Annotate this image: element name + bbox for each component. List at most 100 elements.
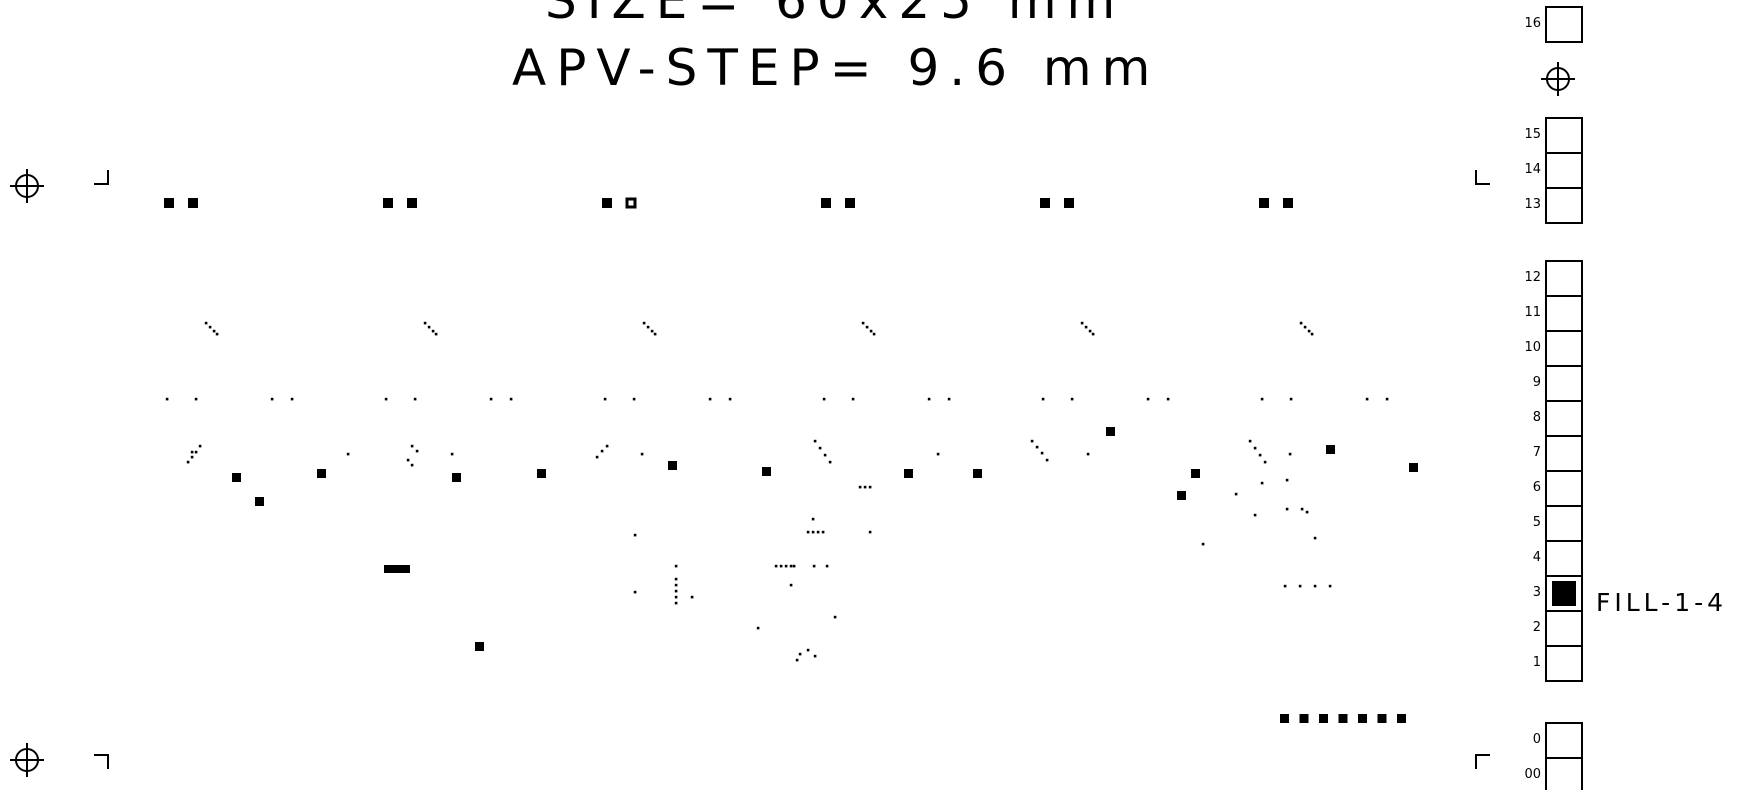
- bond-pad: [1358, 714, 1367, 723]
- test-pattern-area: [164, 197, 1418, 723]
- via-dot: [861, 321, 865, 325]
- test-pad: [475, 642, 484, 651]
- alignment-pad: [164, 198, 174, 208]
- via-dot: [642, 321, 646, 325]
- test-pad: [904, 469, 913, 478]
- via-dot: [1385, 397, 1389, 401]
- ladder-level-label: 1: [1533, 655, 1541, 670]
- ladder-cell: 11: [1524, 295, 1583, 332]
- via-dot: [784, 564, 788, 568]
- via-dot: [1088, 329, 1092, 333]
- bond-pad: [1280, 714, 1289, 723]
- via-dot: [947, 397, 951, 401]
- ladder-cell: 15: [1524, 117, 1583, 154]
- via-dot: [822, 397, 826, 401]
- via-dot: [1289, 397, 1293, 401]
- via-dot: [806, 648, 810, 652]
- bond-pad: [1377, 714, 1387, 723]
- ladder-level-label: 11: [1524, 305, 1541, 320]
- via-dot: [1263, 460, 1267, 464]
- via-dot: [779, 564, 783, 568]
- ladder-cell: 0: [1533, 722, 1583, 759]
- bond-pad: [1319, 714, 1328, 723]
- via-dot: [708, 397, 712, 401]
- ladder-cell: 12: [1524, 260, 1583, 297]
- ladder-level-label: 9: [1533, 375, 1541, 390]
- test-pad: [537, 469, 546, 478]
- ladder-level-label: 15: [1524, 127, 1541, 142]
- test-pad: [1191, 469, 1200, 478]
- via-dot: [728, 397, 732, 401]
- ladder-level-label: 6: [1533, 480, 1541, 495]
- via-dot: [1086, 452, 1090, 456]
- via-dot: [1040, 451, 1044, 455]
- via-dot: [450, 452, 454, 456]
- via-dot: [865, 325, 869, 329]
- via-dot: [818, 446, 822, 450]
- corner-mark-bottom-left: [94, 754, 109, 769]
- via-dot: [194, 397, 198, 401]
- via-dot: [798, 652, 802, 656]
- alignment-pad: [821, 198, 831, 208]
- test-pad: [1106, 427, 1115, 436]
- via-dot: [1328, 584, 1332, 588]
- ladder-cell: 10: [1524, 330, 1583, 367]
- via-dot: [674, 583, 678, 587]
- via-dot: [690, 595, 694, 599]
- apv-step-title: APV-STEP= 9.6 mm: [512, 39, 1160, 97]
- ladder-level-label: 5: [1533, 515, 1541, 530]
- via-dot: [792, 564, 796, 568]
- via-dot: [1307, 329, 1311, 333]
- via-dot: [406, 458, 410, 462]
- ladder-cell: 16: [1524, 6, 1583, 43]
- ladder-cell: 4: [1533, 540, 1583, 577]
- via-dot: [290, 397, 294, 401]
- via-dot: [1285, 478, 1289, 482]
- via-dot: [1045, 458, 1049, 462]
- via-dot: [1080, 321, 1084, 325]
- test-pad: [668, 461, 677, 470]
- via-dot: [633, 533, 637, 537]
- via-dot: [1283, 584, 1287, 588]
- via-dot: [1248, 439, 1252, 443]
- via-dot: [1234, 492, 1238, 496]
- ladder-level-label: 00: [1524, 767, 1541, 782]
- via-dot: [789, 583, 793, 587]
- via-dot: [1253, 513, 1257, 517]
- ladder-level-label: 3: [1533, 585, 1541, 600]
- via-dot: [1253, 446, 1257, 450]
- via-dot: [194, 450, 198, 454]
- via-dot: [632, 397, 636, 401]
- via-dot: [936, 452, 940, 456]
- bond-pad: [1397, 714, 1406, 723]
- via-dot: [1146, 397, 1150, 401]
- via-dot: [640, 452, 644, 456]
- via-dot: [872, 332, 876, 336]
- via-dot: [927, 397, 931, 401]
- via-dot: [633, 590, 637, 594]
- corner-mark-top-right: [1475, 170, 1490, 185]
- via-dot: [204, 321, 208, 325]
- via-dot: [851, 397, 855, 401]
- via-dot: [415, 449, 419, 453]
- test-pad: [232, 473, 241, 482]
- via-dot: [1288, 452, 1292, 456]
- via-dot: [1260, 481, 1264, 485]
- via-dot: [198, 444, 202, 448]
- ladder-cell: 00: [1524, 757, 1583, 790]
- via-dot: [603, 397, 607, 401]
- via-dot: [1313, 536, 1317, 540]
- via-dot: [863, 485, 867, 489]
- via-dot: [1303, 325, 1307, 329]
- ladder-level-label: 12: [1524, 270, 1541, 285]
- ladder-level-label: 7: [1533, 445, 1541, 460]
- via-dot: [595, 455, 599, 459]
- test-pad: [973, 469, 982, 478]
- via-dot: [208, 325, 212, 329]
- via-dot: [774, 564, 778, 568]
- bond-pad: [1338, 714, 1348, 723]
- via-dot: [1285, 507, 1289, 511]
- test-pad: [1326, 445, 1335, 454]
- via-dot: [811, 517, 815, 521]
- ladder-level-label: 10: [1524, 340, 1541, 355]
